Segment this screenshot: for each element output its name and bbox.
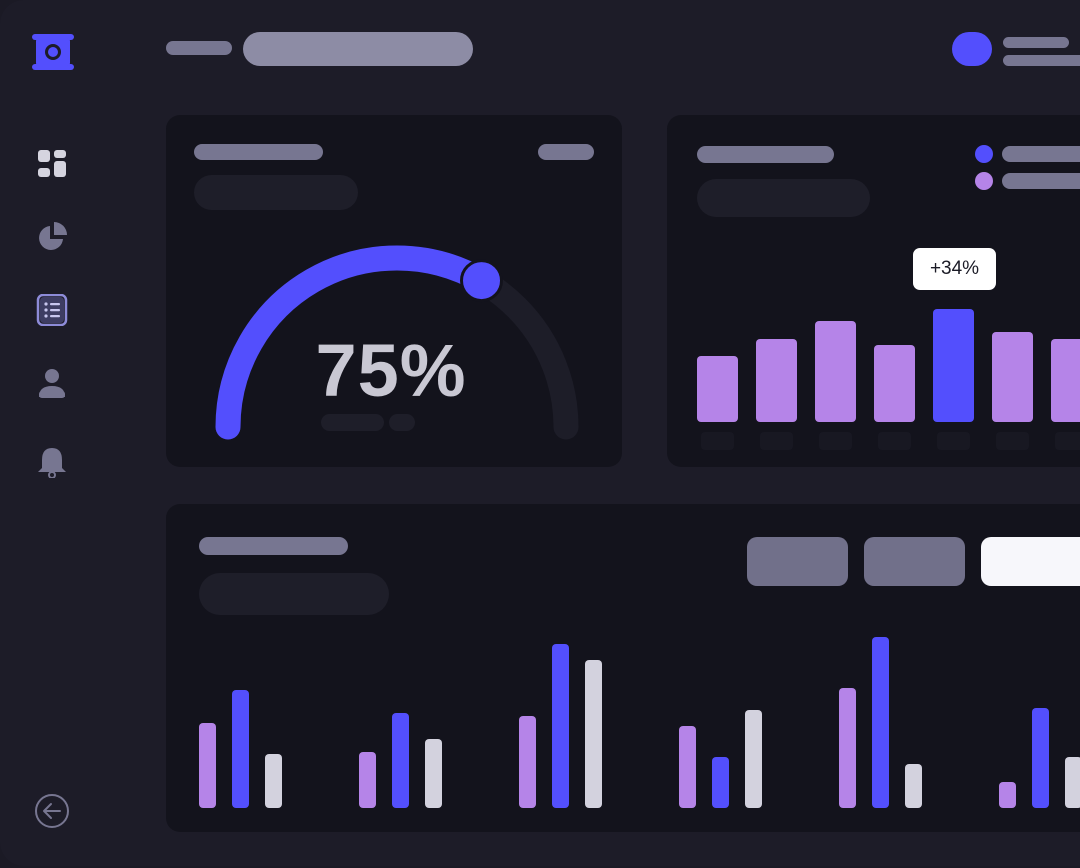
group-3-bar-1[interactable]	[519, 716, 536, 808]
group-1-bar-1[interactable]	[199, 723, 216, 808]
user-icon[interactable]	[36, 367, 68, 399]
logout-icon[interactable]	[34, 793, 70, 829]
top-bar-label-placeholder-4	[878, 432, 911, 450]
group-1-bar-2[interactable]	[232, 690, 249, 808]
top-bar-5[interactable]	[933, 309, 974, 422]
group-6-bar-3[interactable]	[1065, 757, 1080, 808]
logo-icon[interactable]	[30, 34, 76, 70]
top-bar-label-placeholder-2	[760, 432, 793, 450]
group-6-bar-1[interactable]	[999, 782, 1016, 808]
bell-icon[interactable]	[36, 446, 68, 478]
legend-label-placeholder-2	[1002, 173, 1080, 189]
group-5-bar-2[interactable]	[872, 637, 889, 808]
top-bar-label-placeholder-6	[996, 432, 1029, 450]
legend-label-placeholder-1	[1002, 146, 1080, 162]
top-bar-3[interactable]	[815, 321, 856, 422]
grouped-chart-subtitle-placeholder	[199, 573, 389, 615]
group-3-bar-2[interactable]	[552, 644, 569, 808]
top-bar-2[interactable]	[756, 339, 797, 422]
pie-chart-icon[interactable]	[36, 221, 68, 253]
top-bar-7[interactable]	[1051, 339, 1080, 422]
top-bar-label-placeholder-1	[701, 432, 734, 450]
gauge-caption-placeholder	[321, 414, 384, 431]
legend-dot-accent	[975, 145, 993, 163]
gauge-knob	[460, 259, 503, 303]
group-3-bar-3[interactable]	[585, 660, 602, 808]
user-name-placeholder	[1003, 37, 1069, 48]
gauge-card-subtitle-placeholder	[194, 175, 358, 210]
avatar[interactable]	[952, 32, 992, 66]
group-4-bar-2[interactable]	[712, 757, 729, 808]
group-4-bar-1[interactable]	[679, 726, 696, 808]
group-6-bar-2[interactable]	[1032, 708, 1049, 808]
filter-button-1[interactable]	[747, 537, 848, 586]
top-bar-label-placeholder-3	[819, 432, 852, 450]
top-bar-6[interactable]	[992, 332, 1033, 422]
bar-chart-subtitle-placeholder	[697, 179, 870, 217]
gauge-fill	[215, 245, 494, 440]
search-bar[interactable]	[243, 32, 473, 66]
bar-chart-title-placeholder	[697, 146, 834, 163]
group-2-bar-3[interactable]	[425, 739, 442, 808]
top-bar-label-placeholder-7	[1055, 432, 1080, 450]
gauge-card	[166, 115, 622, 467]
top-bar-1[interactable]	[697, 356, 738, 422]
group-1-bar-3[interactable]	[265, 754, 282, 808]
group-2-bar-1[interactable]	[359, 752, 376, 808]
gauge-caption-placeholder-2	[389, 414, 415, 431]
grouped-chart-title-placeholder	[199, 537, 348, 555]
bar-tooltip: +34%	[913, 248, 996, 290]
gauge-card-menu-placeholder[interactable]	[538, 144, 594, 160]
filter-button-3-active[interactable]	[981, 537, 1080, 586]
sidebar	[0, 0, 110, 866]
gauge-chart	[215, 245, 579, 440]
legend-dot-lavender	[975, 172, 993, 190]
list-icon[interactable]	[36, 294, 68, 326]
top-bar-4[interactable]	[874, 345, 915, 422]
top-bar-label-placeholder-5	[937, 432, 970, 450]
group-4-bar-3[interactable]	[745, 710, 762, 808]
dashboard-icon[interactable]	[36, 148, 68, 180]
group-5-bar-1[interactable]	[839, 688, 856, 808]
user-role-placeholder	[1003, 55, 1080, 66]
gauge-value: 75%	[315, 329, 467, 412]
group-5-bar-3[interactable]	[905, 764, 922, 808]
group-2-bar-2[interactable]	[392, 713, 409, 808]
breadcrumb-placeholder	[166, 41, 232, 55]
filter-button-2[interactable]	[864, 537, 965, 586]
gauge-card-title-placeholder	[194, 144, 323, 160]
